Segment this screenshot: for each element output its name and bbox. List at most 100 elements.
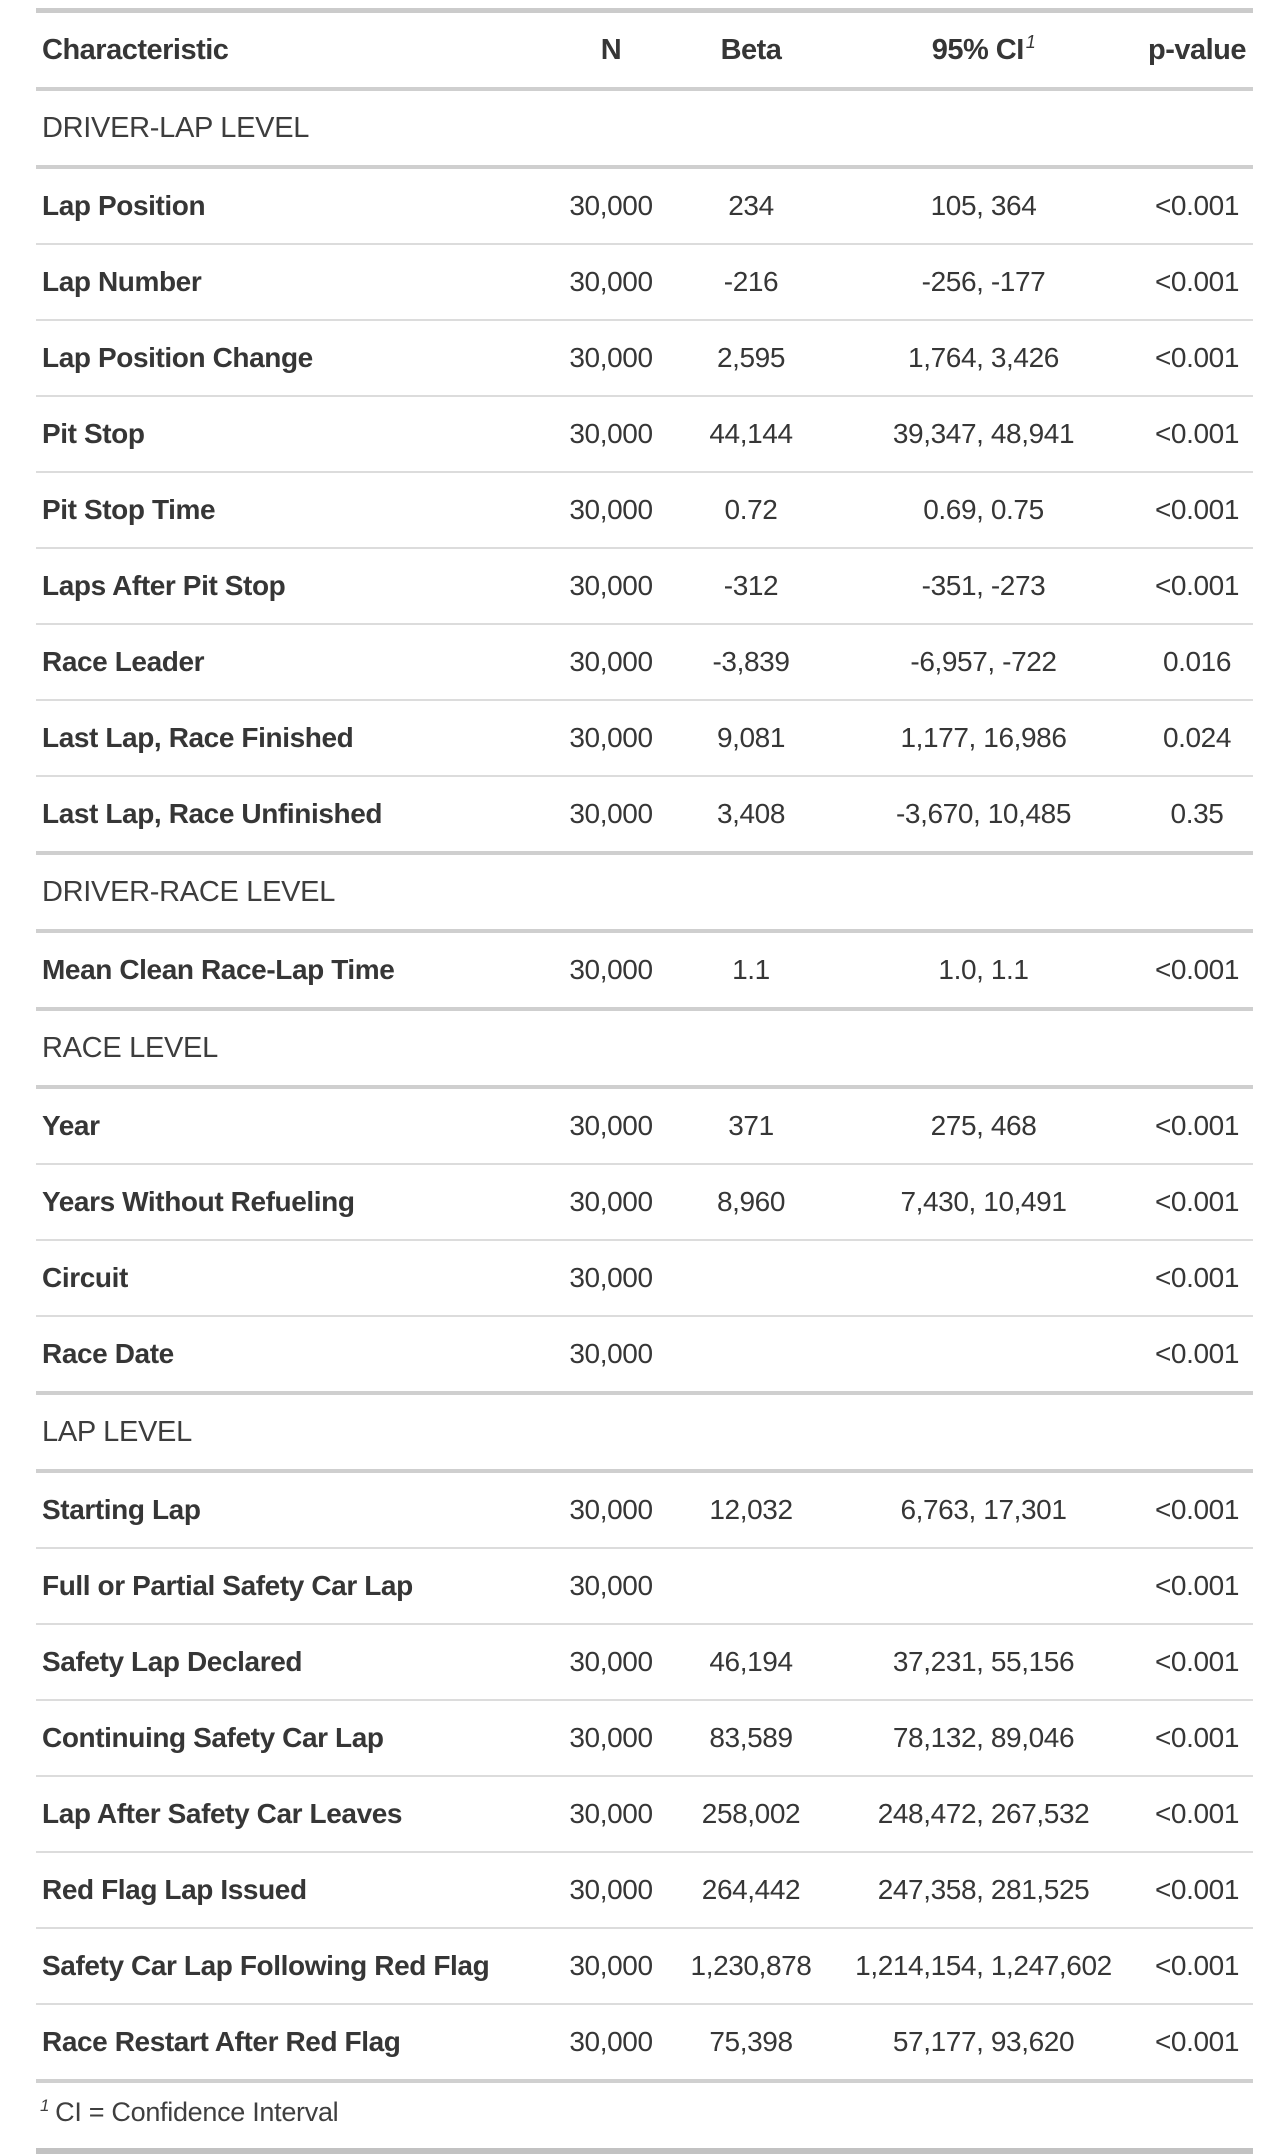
beta-value: -312	[676, 547, 826, 624]
beta-value: 371	[676, 1086, 826, 1164]
header-row: Characteristic N Beta 95% CI 1 p-value	[36, 10, 1253, 91]
beta-value: 234	[676, 166, 826, 244]
n-value: 30,000	[546, 1086, 676, 1164]
group-label: LAP LEVEL	[36, 1391, 1253, 1473]
ci-value: -6,957, -722	[826, 623, 1141, 700]
row-label: Race Restart After Red Flag	[36, 2003, 546, 2081]
n-value: 30,000	[546, 1775, 676, 1852]
n-value: 30,000	[546, 547, 676, 624]
ci-value: 0.69, 0.75	[826, 471, 1141, 548]
ci-value: -256, -177	[826, 243, 1141, 320]
beta-value: -216	[676, 243, 826, 320]
n-value: 30,000	[546, 471, 676, 548]
row-label: Last Lap, Race Finished	[36, 699, 546, 776]
p-value: <0.001	[1141, 1163, 1253, 1240]
row-label: Mean Clean Race-Lap Time	[36, 930, 546, 1009]
header-footnote-mark: 1	[1025, 32, 1036, 53]
ci-value: 6,763, 17,301	[826, 1470, 1141, 1548]
table-header: Characteristic N Beta 95% CI 1 p-value	[36, 10, 1253, 91]
table-row: Safety Lap Declared 30,000 46,194 37,231, 5…	[36, 1623, 1253, 1700]
group-row: DRIVER-LAP LEVEL	[36, 87, 1253, 169]
p-value: <0.001	[1141, 1239, 1253, 1316]
n-value: 30,000	[546, 166, 676, 244]
n-value: 30,000	[546, 1163, 676, 1240]
beta-value: 44,144	[676, 395, 826, 472]
regression-summary-table: Characteristic N Beta 95% CI 1 p-value DRIVER…	[36, 8, 1253, 2154]
beta-value	[676, 1315, 826, 1393]
row-label: Lap Number	[36, 243, 546, 320]
table-footer: 1 CI = Confidence Interval	[36, 2079, 1253, 2151]
n-value: 30,000	[546, 1927, 676, 2004]
row-label: Last Lap, Race Unfinished	[36, 775, 546, 853]
p-value: <0.001	[1141, 1775, 1253, 1852]
ci-value: 57,177, 93,620	[826, 2003, 1141, 2081]
ci-value: -351, -273	[826, 547, 1141, 624]
p-value: <0.001	[1141, 1851, 1253, 1928]
table-row: Safety Car Lap Following Red Flag 30,000 1…	[36, 1927, 1253, 2004]
p-value: <0.001	[1141, 395, 1253, 472]
group-row: LAP LEVEL	[36, 1391, 1253, 1473]
table-row: Lap Position 30,000 234 105, 364 <0.001	[36, 166, 1253, 244]
footnote-mark: 1	[40, 2096, 50, 2115]
beta-value: 8,960	[676, 1163, 826, 1240]
p-value: <0.001	[1141, 166, 1253, 244]
n-value: 30,000	[546, 1699, 676, 1776]
row-label: Full or Partial Safety Car Lap	[36, 1547, 546, 1624]
ci-value: 1,177, 16,986	[826, 699, 1141, 776]
beta-value: 75,398	[676, 2003, 826, 2081]
p-value: <0.001	[1141, 2003, 1253, 2081]
beta-value: 3,408	[676, 775, 826, 853]
table-row: Last Lap, Race Unfinished 30,000 3,408 -3,6…	[36, 775, 1253, 853]
group-label: DRIVER-RACE LEVEL	[36, 851, 1253, 933]
beta-value: 1.1	[676, 930, 826, 1009]
ci-value: 1,764, 3,426	[826, 319, 1141, 396]
beta-value: 1,230,878	[676, 1927, 826, 2004]
n-value: 30,000	[546, 2003, 676, 2081]
n-value: 30,000	[546, 775, 676, 853]
group-label: DRIVER-LAP LEVEL	[36, 87, 1253, 169]
p-value: <0.001	[1141, 243, 1253, 320]
p-value: <0.001	[1141, 471, 1253, 548]
row-label: Pit Stop Time	[36, 471, 546, 548]
ci-value: 7,430, 10,491	[826, 1163, 1141, 1240]
n-value: 30,000	[546, 1547, 676, 1624]
ci-value: 105, 364	[826, 166, 1141, 244]
ci-value: 78,132, 89,046	[826, 1699, 1141, 1776]
row-label: Laps After Pit Stop	[36, 547, 546, 624]
column-header-n: N	[546, 10, 676, 91]
p-value: <0.001	[1141, 930, 1253, 1009]
row-label: Red Flag Lap Issued	[36, 1851, 546, 1928]
table-row: Lap Position Change 30,000 2,595 1,764, 3,4…	[36, 319, 1253, 396]
n-value: 30,000	[546, 1470, 676, 1548]
beta-value: 12,032	[676, 1470, 826, 1548]
ci-value: 275, 468	[826, 1086, 1141, 1164]
ci-value: 1.0, 1.1	[826, 930, 1141, 1009]
column-header-characteristic: Characteristic	[36, 10, 546, 91]
footnote: 1 CI = Confidence Interval	[36, 2079, 1253, 2151]
beta-value: 0.72	[676, 471, 826, 548]
n-value: 30,000	[546, 699, 676, 776]
n-value: 30,000	[546, 1315, 676, 1393]
ci-value: 39,347, 48,941	[826, 395, 1141, 472]
p-value: <0.001	[1141, 319, 1253, 396]
beta-value: 264,442	[676, 1851, 826, 1928]
n-value: 30,000	[546, 623, 676, 700]
p-value: 0.024	[1141, 699, 1253, 776]
p-value: <0.001	[1141, 1547, 1253, 1624]
ci-value: 1,214,154, 1,247,602	[826, 1927, 1141, 2004]
table-row: Years Without Refueling 30,000 8,960 7,430,…	[36, 1163, 1253, 1240]
row-label: Race Leader	[36, 623, 546, 700]
n-value: 30,000	[546, 243, 676, 320]
beta-value: 9,081	[676, 699, 826, 776]
table-row: Race Date 30,000 <0.001	[36, 1315, 1253, 1393]
n-value: 30,000	[546, 1851, 676, 1928]
column-header-p: p-value	[1141, 10, 1253, 91]
n-value: 30,000	[546, 1239, 676, 1316]
table-row: Circuit 30,000 <0.001	[36, 1239, 1253, 1316]
ci-value	[826, 1239, 1141, 1316]
row-label: Race Date	[36, 1315, 546, 1393]
row-label: Circuit	[36, 1239, 546, 1316]
row-label: Lap Position Change	[36, 319, 546, 396]
table-row: Race Restart After Red Flag 30,000 75,398 5…	[36, 2003, 1253, 2081]
